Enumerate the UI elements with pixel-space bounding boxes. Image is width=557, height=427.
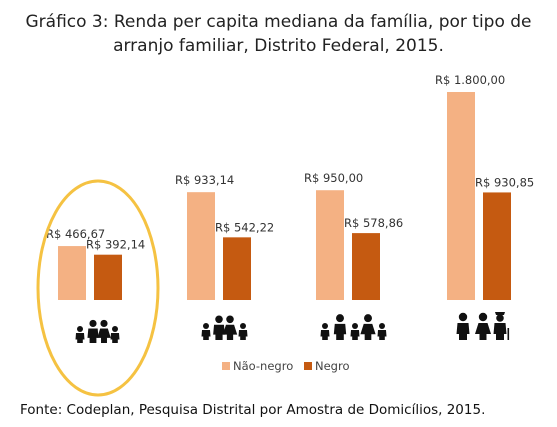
chart-source: Fonte: Codeplan, Pesquisa Distrital por … (20, 402, 486, 418)
legend-swatch-negro (304, 362, 312, 370)
bar-negro-2 (223, 237, 251, 300)
value-label-nao-negro-3: R$ 950,00 (304, 171, 363, 185)
value-label-nao-negro-1: R$ 466,67 (46, 227, 105, 241)
legend: Não-negro Negro (222, 359, 350, 373)
family-parents-two-children-icon (75, 319, 120, 343)
highlight-circle (36, 179, 160, 397)
value-labels-layer: R$ 466,67 R$ 933,14 R$ 950,00 R$ 1.800,00 R$… (46, 73, 534, 252)
value-label-negro-2: R$ 542,22 (215, 220, 274, 234)
value-label-negro-1: R$ 392,14 (86, 238, 145, 252)
family-three-adults-icon (456, 312, 510, 340)
value-label-nao-negro-2: R$ 933,14 (175, 173, 234, 187)
value-label-nao-negro-4: R$ 1.800,00 (435, 73, 505, 87)
bar-negro-4 (483, 192, 511, 300)
value-label-negro-4: R$ 930,85 (475, 175, 534, 189)
bar-nao-negro-1 (58, 246, 86, 300)
legend-label-negro: Negro (315, 359, 350, 373)
chart-title-line-2: arranjo familiar, Distrito Federal, 2015… (113, 36, 444, 56)
bar-nao-negro-4 (447, 92, 475, 300)
bar-negro-3 (352, 233, 380, 300)
value-label-negro-3: R$ 578,86 (344, 216, 403, 230)
legend-swatch-nao-negro (222, 362, 230, 370)
category-icons (75, 312, 510, 343)
bars-layer (58, 92, 511, 300)
legend-label-nao-negro: Não-negro (233, 359, 293, 373)
chart-title: Gráfico 3: Renda per capita mediana da f… (0, 10, 557, 58)
family-couple-three-children-icon (320, 314, 387, 340)
bar-nao-negro-2 (187, 192, 215, 300)
family-couple-two-children-icon (201, 315, 248, 340)
bar-nao-negro-3 (316, 190, 344, 300)
chart-title-line-1: Gráfico 3: Renda per capita mediana da f… (25, 12, 532, 32)
bar-negro-1 (94, 254, 122, 300)
